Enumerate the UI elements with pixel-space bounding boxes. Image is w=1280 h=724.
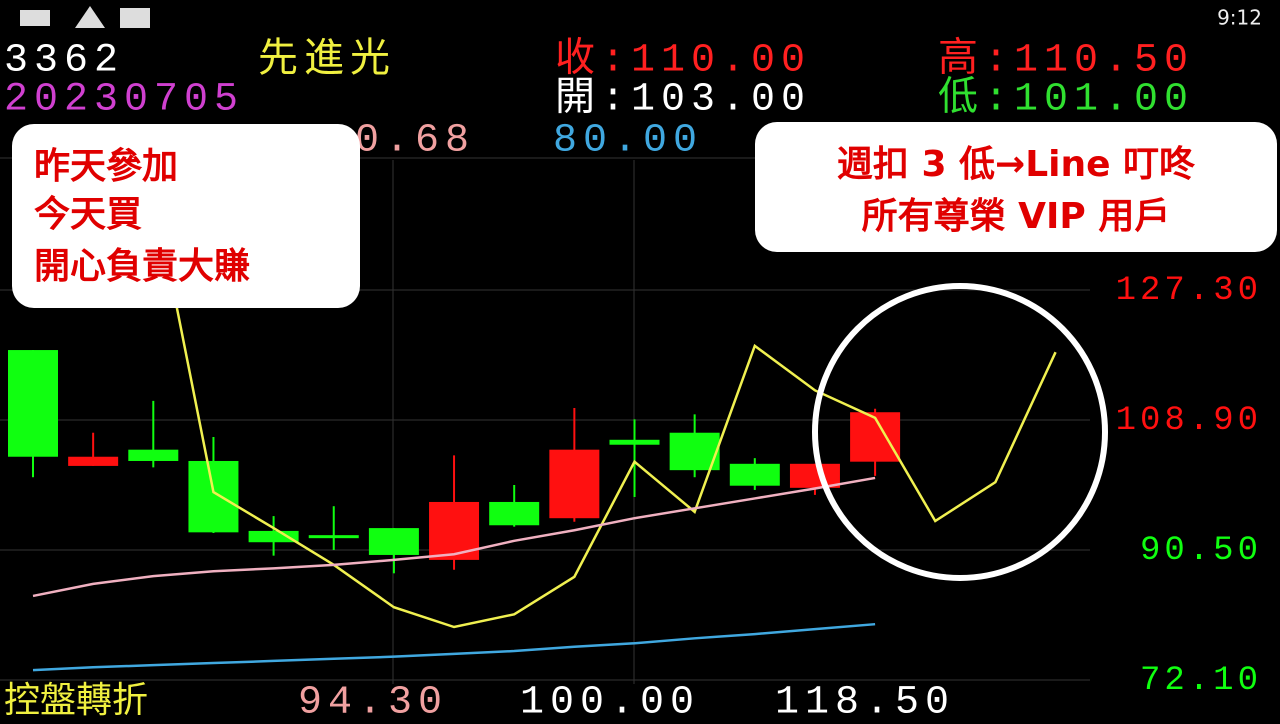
candle-body <box>850 412 901 462</box>
candle-body <box>8 350 58 457</box>
low-price: 低:101.00 <box>938 76 1194 123</box>
candle-body <box>68 456 119 466</box>
footer-value: 100.00 <box>520 681 700 724</box>
ma-short-value: 0.68 <box>355 119 475 164</box>
footer-value: 94.30 <box>298 681 448 724</box>
highlight-circle <box>812 283 1108 581</box>
candle-body <box>368 528 419 555</box>
footer-label: 控盤轉折 <box>4 680 148 721</box>
callout-text: 今天買 <box>34 194 142 235</box>
clock: 9:12 <box>1217 6 1262 30</box>
callout-text: 所有尊榮 VIP 用戶 <box>862 196 1171 237</box>
candle-body <box>248 530 299 543</box>
candle-body <box>188 460 239 533</box>
candle-body <box>789 463 840 488</box>
candle-body <box>549 449 600 519</box>
callout-text: 週扣 3 低→Line 叮咚 <box>837 144 1196 185</box>
high-price: 高:110.50 <box>938 37 1194 84</box>
footer-value: 118.50 <box>775 681 955 724</box>
ma-long-value: 80.00 <box>553 119 703 164</box>
candle-body <box>128 449 179 461</box>
stock-name: 先進光 <box>258 35 396 81</box>
y-tick-label: 108.90 <box>1116 402 1262 440</box>
date: 20230705 <box>4 78 244 123</box>
open-price: 開:103.00 <box>555 78 811 123</box>
plot <box>0 157 1090 684</box>
y-tick-label: 90.50 <box>1140 532 1262 570</box>
status-bar <box>0 0 1280 32</box>
candle-body <box>609 439 660 445</box>
status-icon <box>20 10 50 26</box>
callout-box <box>12 124 360 308</box>
line-series <box>32 622 876 672</box>
y-tick-label: 72.10 <box>1140 662 1262 700</box>
line-series <box>32 476 876 598</box>
candle-body <box>729 463 780 486</box>
status-icon <box>120 8 150 28</box>
callout-text: 昨天參加 <box>34 146 178 187</box>
stock-code: 3362 <box>4 39 124 84</box>
line-series <box>152 188 1057 629</box>
status-icon <box>75 6 105 28</box>
callout-box <box>755 122 1277 252</box>
y-tick-label: 127.30 <box>1116 272 1262 310</box>
callout-text: 開心負責大賺 <box>34 246 250 287</box>
candle-body <box>489 501 540 526</box>
candle-body <box>308 535 359 539</box>
close-price: 收:110.00 <box>555 37 811 84</box>
